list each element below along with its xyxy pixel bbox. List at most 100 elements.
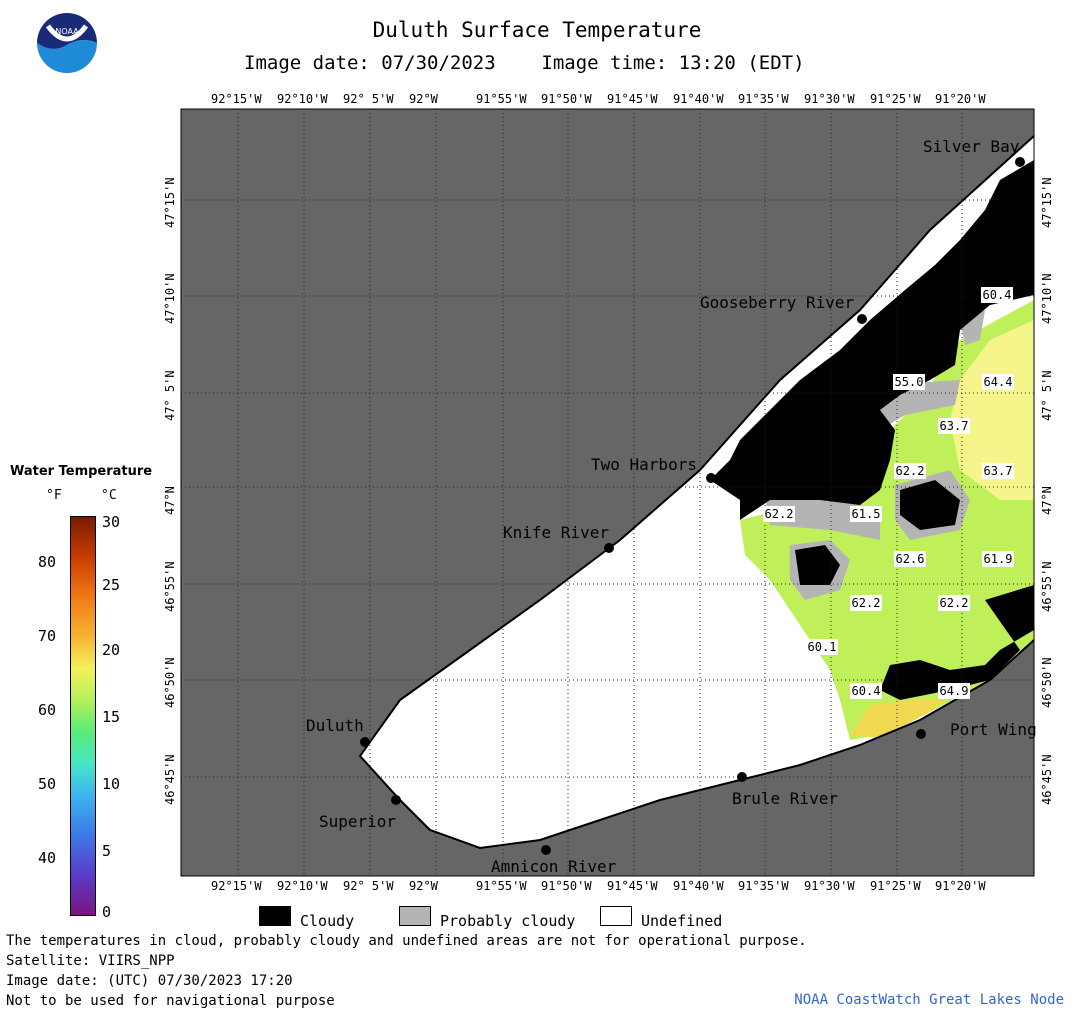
temp-label-bg [894,463,926,479]
lat-label-right: 46°55'N [1040,561,1054,612]
place-marker [857,314,867,324]
lat-label-right: 47°15'N [1040,177,1054,228]
satellite-text: Satellite: VIIRS_NPP [6,953,175,969]
temp-label: 64.4 [984,375,1013,389]
temp-label-bg [850,683,882,699]
unit-fahrenheit: °F [46,488,62,503]
temp-label: 60.4 [852,684,881,698]
place-marker [737,772,747,782]
place-label: Duluth [306,716,364,735]
fahrenheit-tick: 60 [38,701,57,719]
celsius-tick: 0 [102,903,112,921]
place-label: Port Wing [950,720,1037,739]
celsius-tick: 20 [102,641,121,659]
lon-label-bottom: 91°40'W [673,879,724,893]
legend-probably-cloudy-swatch [399,906,431,926]
lon-label-top: 91°35'W [738,92,789,106]
legend-cloudy-swatch [259,906,291,926]
disclaimer-text: The temperatures in cloud, probably clou… [6,933,807,949]
lon-label-bottom: 92° 5'W [343,879,394,893]
place-marker [916,729,926,739]
place-marker [360,737,370,747]
place-marker [391,795,401,805]
lat-label-left: 47°15'N [163,177,177,228]
temp-label-bg [806,639,838,655]
temp-label-bg [894,551,926,567]
legend-probably-cloudy-label: Probably cloudy [440,912,576,930]
celsius-tick: 30 [102,513,121,531]
lat-label-right: 47°10'N [1040,273,1054,324]
map-frame [180,108,1035,877]
lon-label-bottom: 92°10'W [277,879,328,893]
place-label: Knife River [503,523,609,542]
credit-text: NOAA CoastWatch Great Lakes Node [794,992,1064,1008]
land-west [181,109,1034,876]
temp-label: 64.9 [940,684,969,698]
temp-label: 61.9 [984,552,1013,566]
temp-label-bg [938,418,970,434]
legend-undefined-swatch [600,906,632,926]
celsius-tick: 25 [102,576,121,594]
lat-label-left: 46°55'N [163,561,177,612]
lon-label-top: 91°50'W [541,92,592,106]
temp-label-bg [982,463,1014,479]
water-temp-yellow [950,320,1034,500]
temp-label: 62.6 [896,552,925,566]
fahrenheit-tick: 80 [38,553,57,571]
lon-label-top: 92°10'W [277,92,328,106]
temperature-labels: 60.4 55.0 64.4 63.7 63.7 62.2 62.2 61.5 62.6 61.9… [763,287,1014,699]
lon-label-bottom: 91°25'W [870,879,921,893]
celsius-tick: 10 [102,775,121,793]
lon-label-bottom: 92°15'W [211,879,262,893]
temp-label: 62.2 [852,596,881,610]
lon-label-top: 92° 5'W [343,92,394,106]
lat-label-left: 47°N [163,486,177,515]
temp-label-bg [938,683,970,699]
temp-label: 55.0 [895,375,924,389]
temp-label-bg [893,374,925,390]
place-label: Amnicon River [491,857,617,876]
legend-cloudy-label: Cloudy [300,912,355,930]
place-marker [706,473,716,483]
water-temp-yellow-south [850,700,945,738]
lat-label-left: 46°50'N [163,657,177,708]
place-markers [360,157,1025,855]
lon-label-bottom: 91°45'W [607,879,658,893]
lon-label-bottom: 91°30'W [804,879,855,893]
temp-label: 63.7 [984,464,1013,478]
temp-label-bg [981,287,1013,303]
image-datetime: Image date: 07/30/2023 Image time: 13:20… [244,52,805,74]
lon-label-bottom: 91°35'W [738,879,789,893]
temp-label-bg [850,506,882,522]
lon-label-top: 91°30'W [804,92,855,106]
scale-title: Water Temperature [10,464,153,479]
temp-label: 60.4 [983,288,1012,302]
place-marker [1015,157,1025,167]
place-label: Silver Bay [923,137,1020,156]
lon-label-bottom: 91°55'W [476,879,527,893]
lat-label-right: 46°45'N [1040,754,1054,805]
navigation-warning: Not to be used for navigational purpose [6,993,335,1009]
celsius-tick: 15 [102,708,121,726]
lat-label-right: 46°50'N [1040,657,1054,708]
lon-label-top: 92°15'W [211,92,262,106]
lon-label-top: 91°55'W [476,92,527,106]
place-label: Superior [319,812,397,831]
lat-label-left: 47°10'N [163,273,177,324]
temp-label-bg [763,506,795,522]
lon-label-top: 91°25'W [870,92,921,106]
lon-label-top: 91°20'W [935,92,986,106]
lon-label-top: 91°45'W [607,92,658,106]
fahrenheit-tick: 40 [38,849,57,867]
temp-label: 62.2 [940,596,969,610]
lon-label-bottom: 91°50'W [541,879,592,893]
lon-label-bottom: 92°W [409,879,438,893]
temp-label: 60.1 [808,640,837,654]
temp-label-bg [850,595,882,611]
cloudy-areas [710,160,1034,700]
color-scale-bar [70,516,96,916]
noaa-logo: NOAA [36,12,98,74]
utc-date-text: Image date: (UTC) 07/30/2023 17:20 [6,973,293,989]
lat-label-left: 47° 5'N [163,370,177,421]
